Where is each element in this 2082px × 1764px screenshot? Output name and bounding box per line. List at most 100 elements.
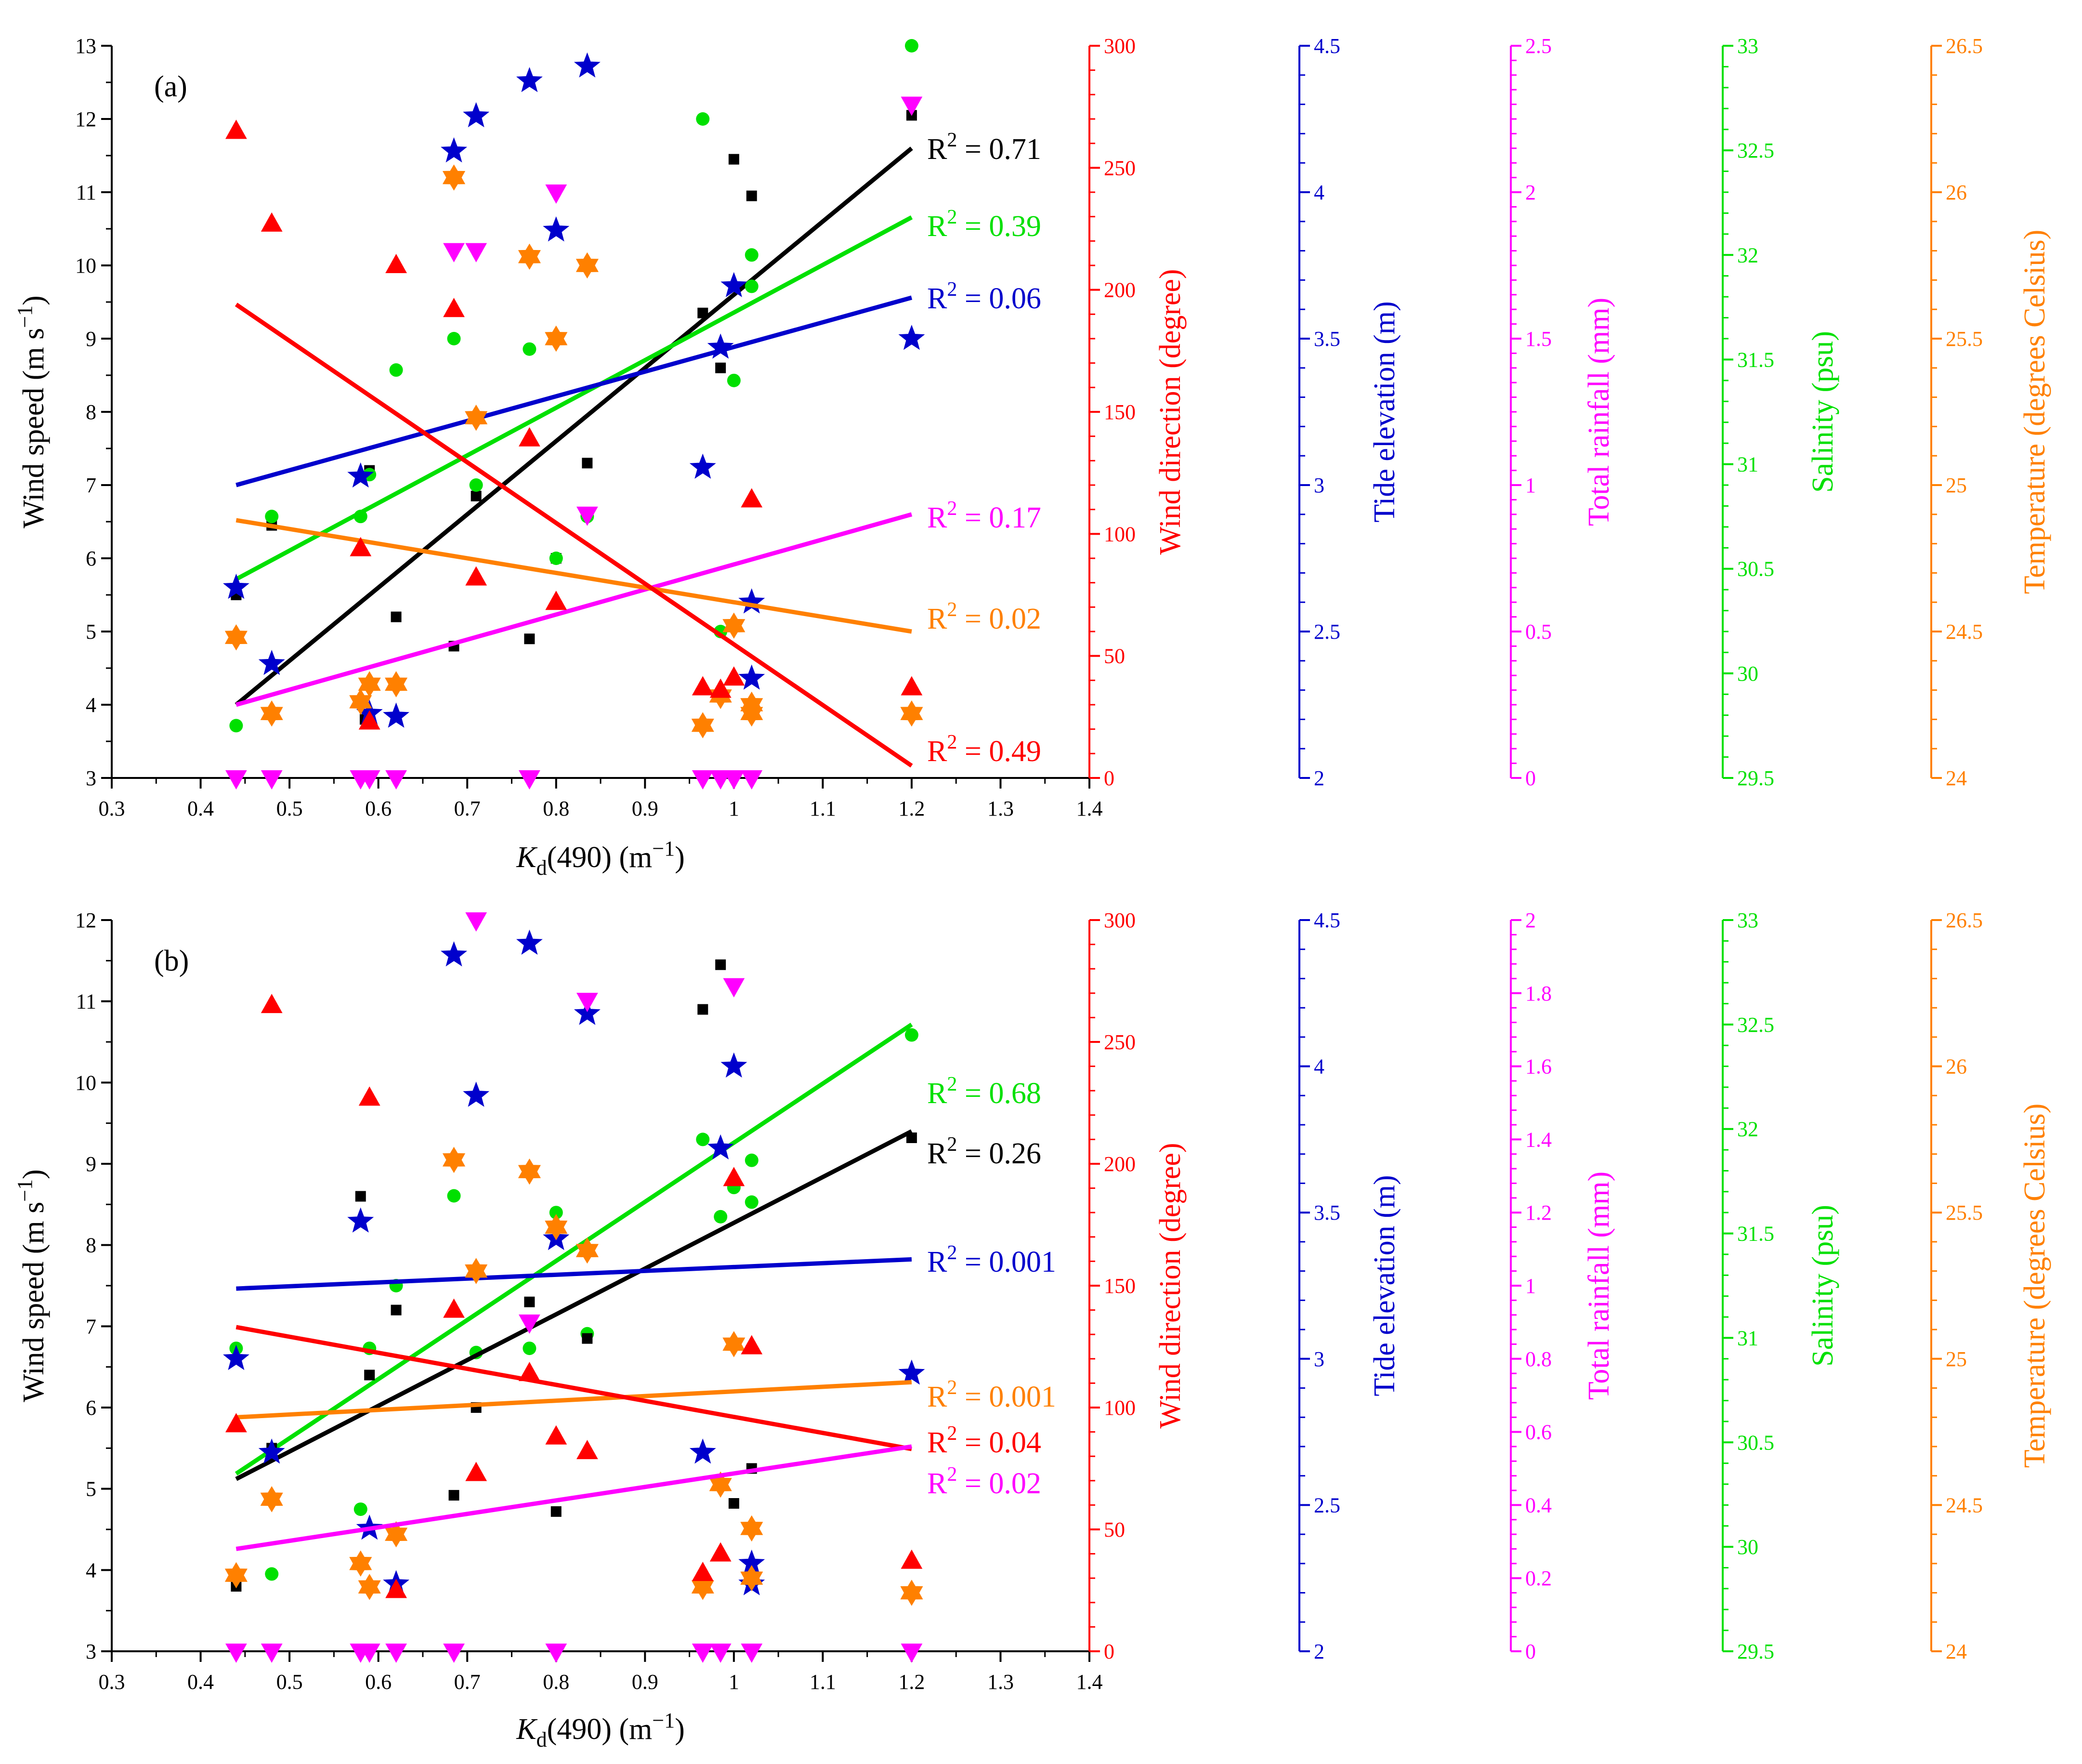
wind-speed-point — [715, 362, 726, 373]
wind-direction-point — [901, 1549, 923, 1569]
salinity-point — [469, 478, 483, 492]
temperature-tick-label: 26 — [1946, 1055, 1967, 1079]
rainfall-point — [261, 770, 283, 790]
wind-direction-point — [350, 537, 372, 556]
rainfall-tick-label: 1 — [1525, 474, 1536, 497]
temperature-point — [260, 700, 283, 727]
tide-r2-value: = 0.06 — [957, 282, 1041, 315]
temperature-point — [722, 612, 746, 639]
rainfall-tick-label: 1.6 — [1525, 1055, 1552, 1079]
tide-axis-title: Tide elevation (m) — [1368, 301, 1401, 522]
temperature-r2-value: = 0.001 — [957, 1381, 1056, 1413]
temperature-tick-label: 24 — [1946, 766, 1967, 790]
wind-direction-point — [518, 427, 540, 447]
wind-direction-tick-label: 300 — [1104, 908, 1136, 932]
wind-direction-axis-title: Wind direction (degree) — [1154, 1143, 1187, 1428]
salinity-r2-sup: 2 — [947, 206, 957, 228]
temperature-point — [385, 1521, 408, 1548]
tide-point — [347, 462, 374, 488]
y-tick-label: 4 — [86, 693, 96, 717]
wind-speed-axis-title-sup: −1 — [13, 305, 37, 328]
salinity-tick-label: 32 — [1737, 243, 1758, 267]
temperature-point — [691, 712, 714, 738]
y-tick-label: 8 — [86, 1234, 96, 1257]
rainfall-point — [518, 770, 540, 790]
temperature-tick-label: 25.5 — [1946, 327, 1983, 351]
wind-direction-r2-label: R2 = 0.49 — [927, 731, 1041, 768]
x-tick-label: 0.9 — [632, 797, 658, 820]
wind-direction-tick-label: 100 — [1104, 522, 1136, 546]
temperature-point — [900, 1580, 923, 1606]
wind-direction-point — [443, 298, 465, 317]
y-tick-label: 5 — [86, 1477, 96, 1501]
salinity-point — [523, 342, 537, 356]
rainfall-point — [901, 96, 923, 116]
rainfall-tick-label: 1.2 — [1525, 1201, 1552, 1224]
rainfall-point — [443, 1644, 465, 1663]
salinity-point — [696, 1132, 710, 1146]
wind-speed-point — [582, 458, 593, 469]
rainfall-point — [545, 184, 567, 204]
salinity-point — [727, 373, 741, 387]
temperature-fit-line — [236, 518, 912, 634]
tide-tick-label: 3.5 — [1314, 327, 1340, 351]
x-axis-title-sup: −1 — [652, 837, 675, 860]
wind-direction-point — [358, 710, 380, 730]
salinity-tick-label: 30 — [1737, 1535, 1758, 1559]
tide-fit-line — [236, 1257, 912, 1291]
wind-direction-point — [518, 1362, 540, 1382]
salinity-point — [265, 1567, 279, 1581]
wind-direction-point — [385, 254, 407, 273]
tide-r2-r: R — [927, 1246, 947, 1278]
y-tick-label: 7 — [86, 474, 96, 497]
wind-speed-r2-sup: 2 — [947, 1133, 957, 1156]
temperature-r2-r: R — [927, 603, 947, 635]
wind-speed-r2-value: = 0.26 — [957, 1137, 1041, 1170]
wind-direction-r2-r: R — [927, 1426, 947, 1459]
tide-tick-label: 2.5 — [1314, 1493, 1340, 1517]
temperature-point — [442, 1146, 466, 1173]
temperature-r2-label: R2 = 0.001 — [927, 1377, 1056, 1413]
tide-axis-title: Tide elevation (m) — [1368, 1175, 1401, 1396]
tide-r2-label: R2 = 0.001 — [927, 1242, 1056, 1278]
wind-speed-point — [524, 633, 535, 645]
salinity-r2-value: = 0.39 — [957, 210, 1041, 243]
salinity-tick-label: 30.5 — [1737, 1431, 1774, 1454]
rainfall-r2-r: R — [927, 501, 947, 534]
tide-point — [707, 1134, 734, 1159]
temperature-r2-r: R — [927, 1381, 947, 1413]
tide-point — [441, 941, 467, 967]
rainfall-point — [709, 1644, 732, 1663]
salinity-point — [745, 1153, 759, 1167]
x-axis-title-main: (490) (m — [547, 1713, 653, 1746]
y-tick-label: 12 — [75, 107, 96, 131]
rainfall-tick-label: 1.8 — [1525, 982, 1552, 1005]
x-tick-label: 0.3 — [99, 797, 125, 820]
wind-speed-axis-title-sup: −1 — [13, 1179, 37, 1202]
wind-speed-point — [697, 1004, 708, 1015]
tide-point — [574, 1000, 601, 1025]
wind-direction-tick-label: 50 — [1104, 645, 1125, 668]
x-axis-title-close: ) — [675, 841, 685, 874]
x-axis-title-close: ) — [675, 1713, 685, 1746]
x-tick-label: 1.2 — [898, 797, 925, 820]
tide-tick-label: 2 — [1314, 766, 1324, 790]
rainfall-point — [576, 992, 598, 1012]
salinity-point — [745, 279, 759, 293]
wind-speed-point — [448, 1490, 459, 1501]
x-tick-label: 1.1 — [810, 797, 836, 820]
x-tick-label: 0.5 — [276, 1670, 303, 1694]
x-tick-label: 1.3 — [987, 1670, 1014, 1694]
wind-direction-tick-label: 100 — [1104, 1396, 1136, 1420]
wind-direction-point — [576, 1440, 598, 1460]
x-axis-title-sub: d — [537, 1728, 547, 1751]
rainfall-tick-label: 2.5 — [1525, 34, 1552, 58]
wind-speed-point — [391, 1304, 402, 1316]
x-tick-label: 1.1 — [810, 1670, 836, 1694]
x-tick-label: 0.8 — [543, 1670, 569, 1694]
tide-r2-value: = 0.001 — [957, 1246, 1056, 1278]
tide-point — [463, 1081, 490, 1107]
rainfall-tick-label: 0.2 — [1525, 1567, 1552, 1590]
wind-direction-point — [261, 994, 283, 1014]
